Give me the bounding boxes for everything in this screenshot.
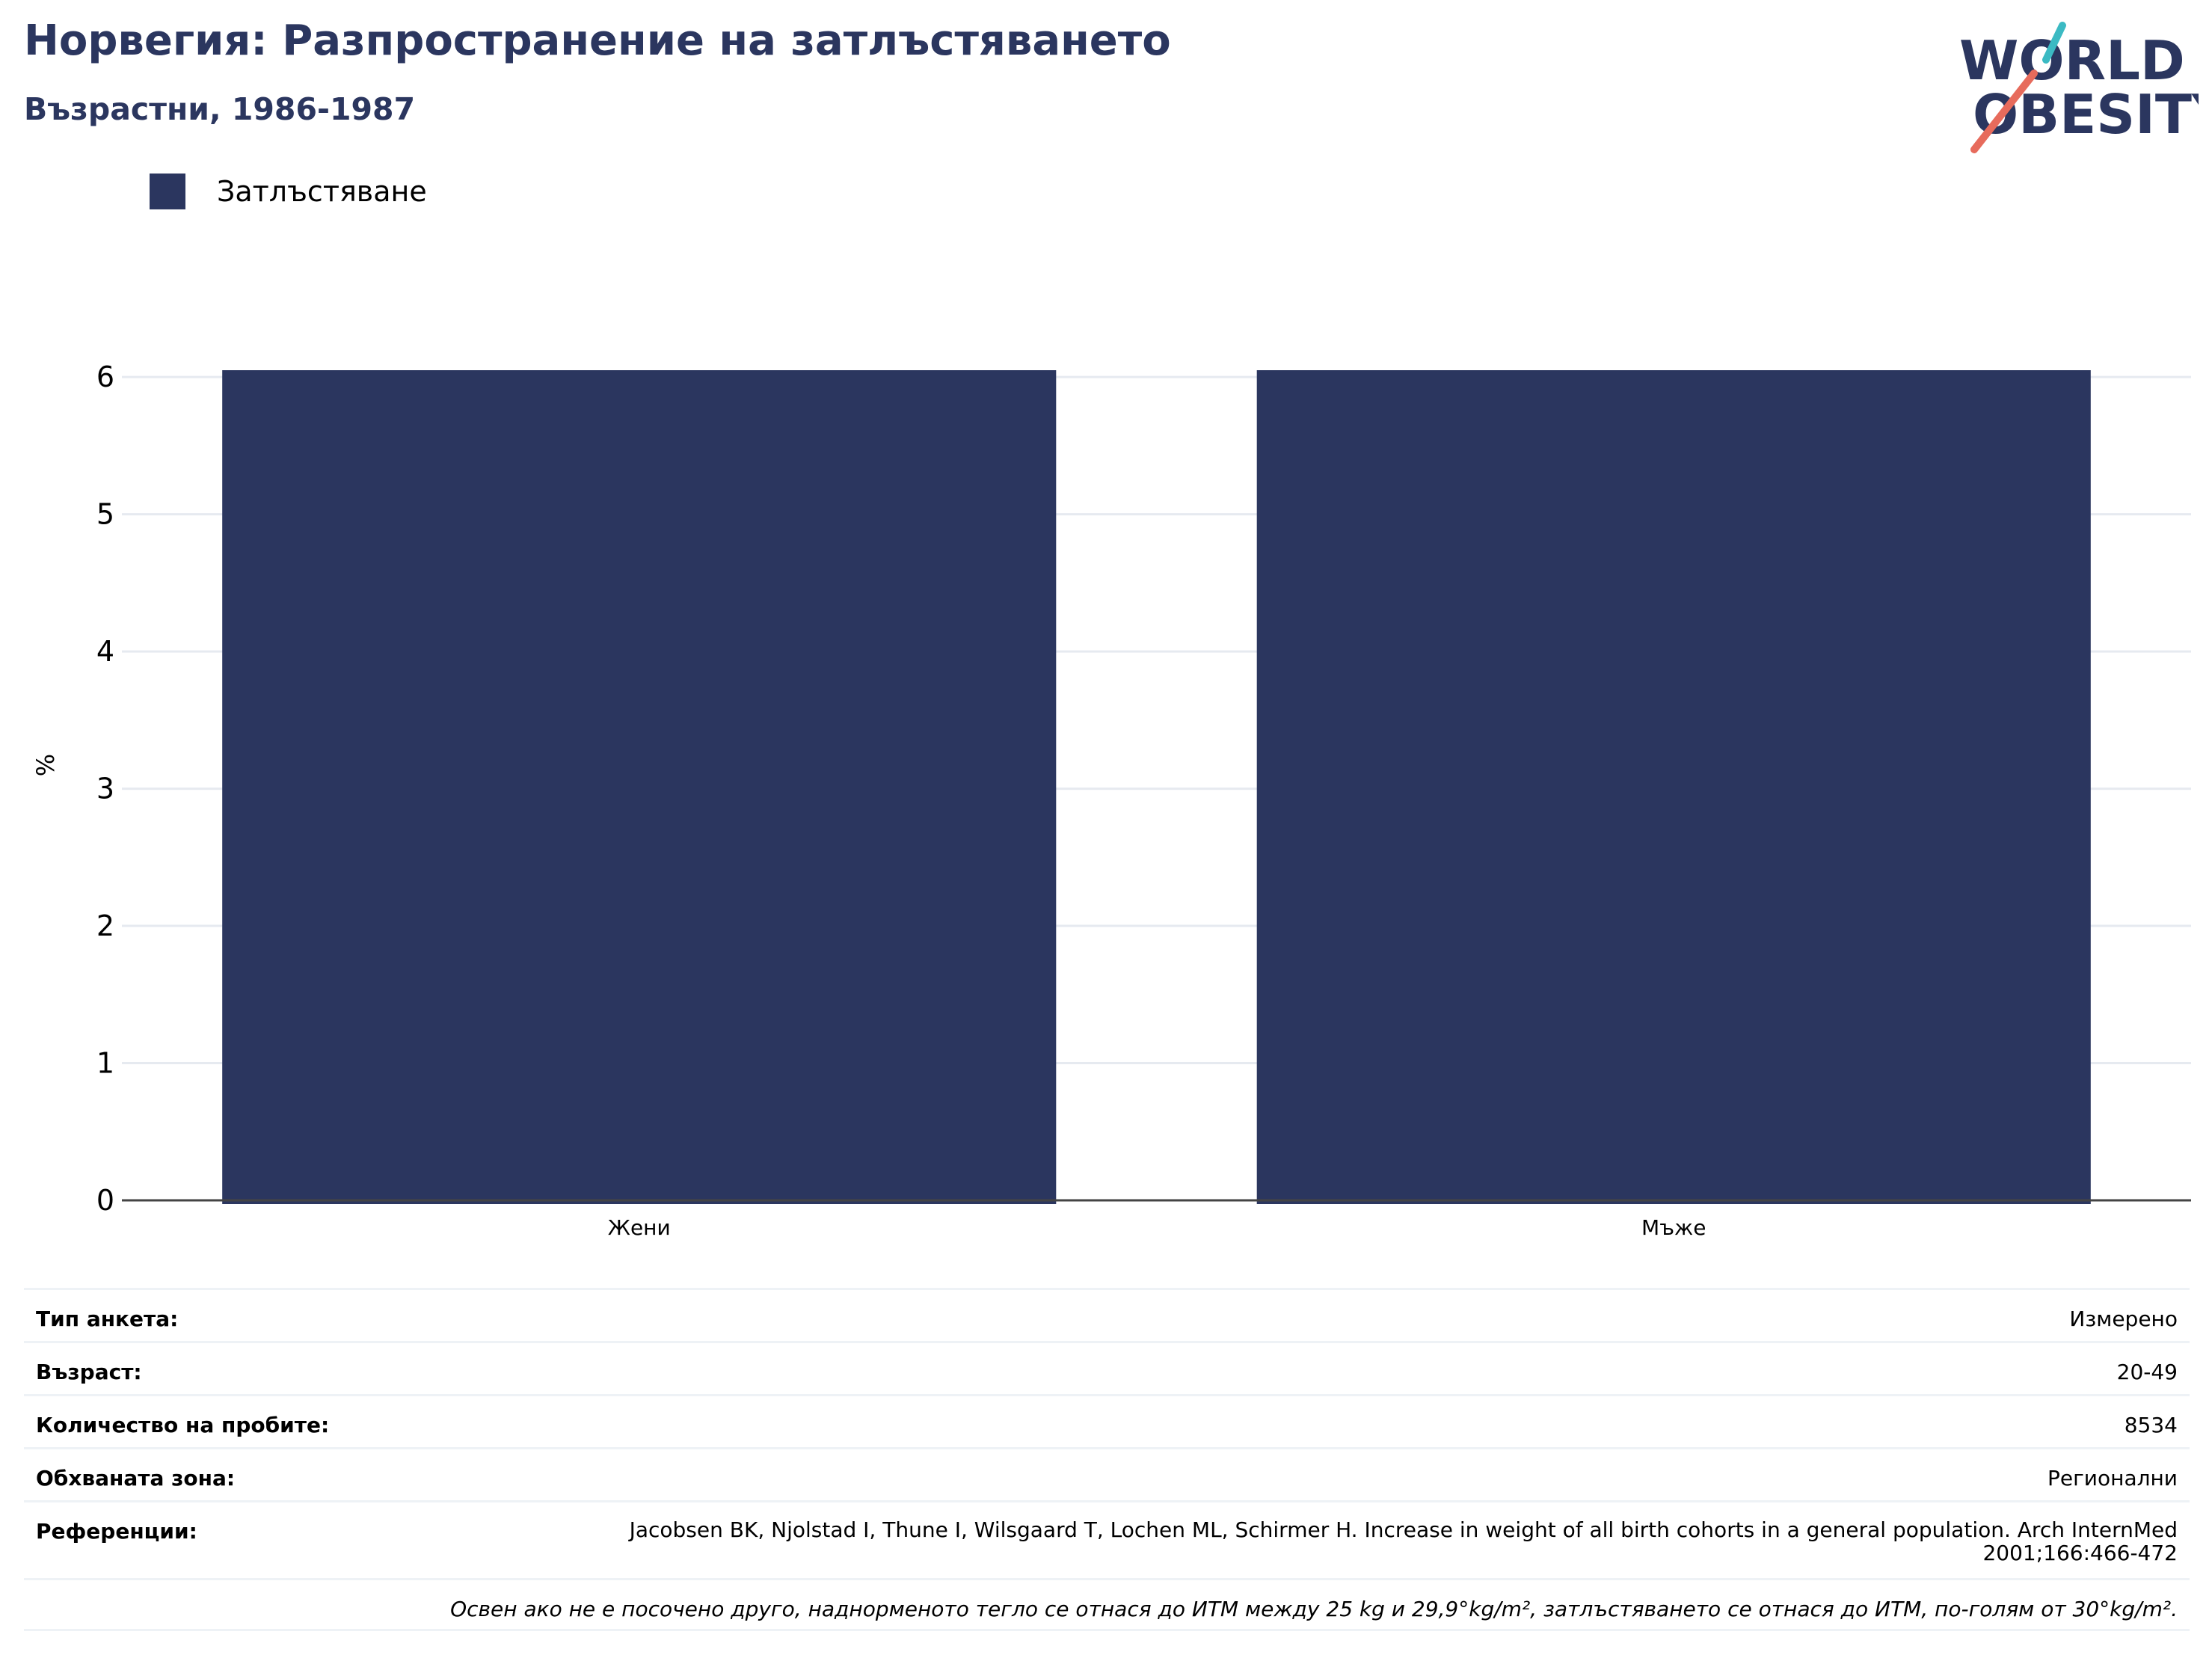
info-row-survey-type: Тип анкета: Измерено bbox=[24, 1288, 2190, 1341]
y-tick-label: 1 bbox=[96, 1047, 114, 1080]
info-row-age: Възраст: 20-49 bbox=[24, 1341, 2190, 1394]
y-tick-label: 4 bbox=[96, 635, 114, 668]
info-value: 8534 bbox=[2124, 1413, 2178, 1437]
x-tick-label: Жени bbox=[608, 1215, 671, 1240]
info-key: Възраст: bbox=[36, 1360, 142, 1384]
info-key: Обхваната зона: bbox=[36, 1466, 236, 1491]
info-row-note: Освен ако не е посочено друго, наднормен… bbox=[24, 1578, 2190, 1631]
legend-label: Затлъстяване bbox=[217, 175, 427, 208]
info-row-coverage-area: Обхваната зона: Регионални bbox=[24, 1447, 2190, 1500]
info-value: Регионални bbox=[2047, 1466, 2178, 1491]
y-tick-label: 2 bbox=[96, 909, 114, 942]
logo-line2: OBESITY bbox=[1973, 83, 2199, 146]
chart-legend[interactable]: Затлъстяване bbox=[150, 174, 427, 209]
bar[interactable] bbox=[222, 370, 1057, 1204]
info-row-references: Референции: Jacobsen BK, Njolstad I, Thu… bbox=[24, 1500, 2190, 1578]
info-key: Количество на пробите: bbox=[36, 1413, 330, 1437]
logo-slash-red bbox=[1970, 70, 2038, 153]
info-value: 20-49 bbox=[2116, 1360, 2178, 1384]
info-key: Референции: bbox=[36, 1519, 197, 1544]
world-obesity-logo: WORLD OBESITY bbox=[1959, 22, 2199, 153]
y-tick-label: 0 bbox=[96, 1184, 114, 1217]
y-axis-label: % bbox=[31, 754, 60, 776]
definition-note: Освен ако не е посочено друго, наднормен… bbox=[450, 1597, 2178, 1621]
info-value: Jacobsen BK, Njolstad I, Thune I, Wilsga… bbox=[629, 1517, 2178, 1565]
y-tick-label: 5 bbox=[96, 498, 114, 531]
bars bbox=[222, 370, 2091, 1204]
page-subtitle: Възрастни, 1986-1987 bbox=[24, 91, 416, 127]
info-key: Тип анкета: bbox=[36, 1307, 179, 1331]
page-title: Норвегия: Разпространение на затлъстяван… bbox=[24, 16, 1171, 65]
y-tick-label: 6 bbox=[96, 360, 114, 393]
bar[interactable] bbox=[1256, 370, 2091, 1204]
info-value: Измерено bbox=[2069, 1307, 2178, 1331]
logo-slash-teal bbox=[2042, 22, 2066, 64]
bar-chart: 0 1 2 3 4 5 6 Жени Мъже % bbox=[31, 360, 2191, 1240]
logo-line1: WORLD bbox=[1959, 29, 2185, 92]
x-tick-label: Мъже bbox=[1641, 1215, 1706, 1240]
axes: 0 1 2 3 4 5 6 Жени Мъже bbox=[96, 360, 2191, 1240]
y-tick-label: 3 bbox=[96, 773, 114, 805]
legend-swatch bbox=[150, 174, 185, 209]
info-row-sample-size: Количество на пробите: 8534 bbox=[24, 1394, 2190, 1447]
survey-info-table: Тип анкета: Измерено Възраст: 20-49 Коли… bbox=[24, 1288, 2190, 1631]
